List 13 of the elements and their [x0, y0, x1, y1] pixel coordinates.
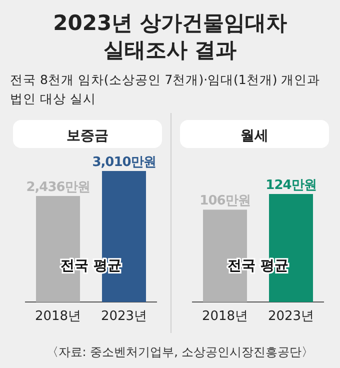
data-label: 106만원 [200, 194, 250, 209]
data-label: 3,010만원 [92, 155, 156, 170]
data-label: 2,436만원 [26, 180, 90, 195]
text: 〈자료: 중소벤처기업부, 소상공인시장진흥공단〉 [46, 345, 314, 359]
x-tick-label: 2023년 [268, 309, 314, 324]
x-tick-label: 2018년 [34, 309, 82, 324]
x-tick-label: 2023년 [100, 309, 148, 324]
chart-title: 월세 [240, 128, 268, 144]
chart-title: 보증금 [66, 128, 108, 144]
text: 전국 8천개 임차(소상공인 7천개)·임대(1천개) 개인과 법인 대상 실시 [10, 72, 320, 106]
data-label: 124만원 [266, 178, 316, 193]
text: 2023년 상가건물임대차 실태조사 결과 [53, 11, 287, 62]
x-tick-label: 2018년 [202, 309, 248, 324]
